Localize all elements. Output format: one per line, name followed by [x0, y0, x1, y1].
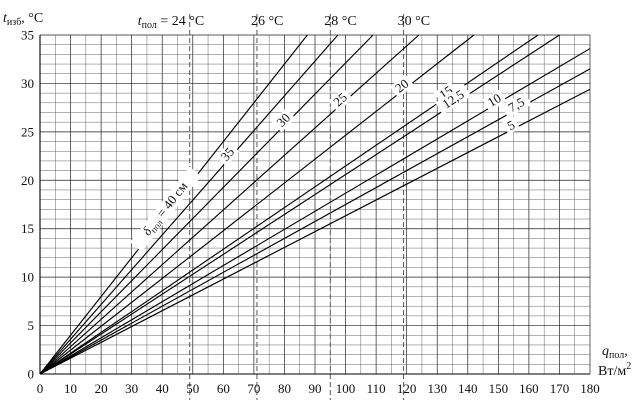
series-label-bg: [215, 142, 240, 167]
axes: [39, 35, 590, 375]
series-label-bg: [271, 108, 296, 133]
grid: [39, 34, 591, 375]
floor-temp-label: 30 °C: [398, 14, 430, 29]
series-line: [39, 34, 374, 375]
y-tick-label: 15: [21, 221, 34, 236]
x-tick-label: 170: [550, 381, 570, 396]
y-axis-title: tизб, °C: [3, 11, 43, 28]
series-line: [39, 88, 591, 375]
x-tick-label: 140: [458, 381, 478, 396]
y-tick-label: 5: [28, 318, 35, 333]
series-line: [39, 68, 591, 375]
series-label-bg: [129, 166, 202, 252]
series-line: [39, 34, 560, 375]
y-tick-label: 25: [21, 124, 34, 139]
x-tick-label: 40: [156, 381, 169, 396]
x-tick-label: 30: [125, 381, 138, 396]
x-tick-label: 70: [247, 381, 260, 396]
series-label-bg: [435, 84, 472, 115]
series-line: [39, 34, 420, 375]
x-tick-label: 100: [336, 381, 356, 396]
series-label-bg: [482, 89, 507, 112]
series-label-bg: [501, 92, 532, 118]
series-label-bg: [502, 116, 521, 135]
x-tick-label: 160: [519, 381, 539, 396]
series-label-bg: [328, 87, 353, 112]
x-tick-label: 60: [217, 381, 230, 396]
y-tick-label: 10: [21, 270, 34, 285]
y-tick-label: 0: [28, 367, 35, 382]
series-label-bg: [389, 74, 415, 98]
floor-temp-label: 26 °C: [251, 14, 283, 29]
x-tick-label: 180: [580, 381, 600, 396]
tick-labels: 0 10 20 30 40 50 60 70 80 90 100 110 120 130 140 150 160…: [21, 28, 600, 397]
y-tick-label: 20: [21, 173, 34, 188]
x-tick-label: 90: [309, 381, 322, 396]
x-tick-label: 110: [367, 381, 386, 396]
x-tick-label: 20: [95, 381, 108, 396]
x-axis-title-line2: Вт/м2: [598, 361, 631, 379]
x-axis-title-line1: qпол,: [602, 344, 628, 361]
y-tick-label: 30: [21, 76, 34, 91]
x-tick-label: 50: [186, 381, 199, 396]
x-tick-label: 10: [64, 381, 77, 396]
series-label: 7,5: [506, 94, 527, 115]
x-tick-label: 150: [489, 381, 509, 396]
y-tick-label: 35: [21, 28, 34, 43]
series-line: [39, 34, 339, 375]
series-label-bg: [433, 81, 459, 105]
x-tick-label: 120: [397, 381, 417, 396]
x-tick-label: 130: [427, 381, 447, 396]
x-tick-label: 0: [37, 381, 44, 396]
floor-temp-label: 28 °C: [324, 14, 356, 29]
floor-temperature-labels: tпол = 24 °C 26 °C 28 °C 30 °C: [138, 14, 430, 31]
floor-temp-label: tпол = 24 °C: [138, 14, 204, 31]
x-tick-label: 80: [278, 381, 291, 396]
